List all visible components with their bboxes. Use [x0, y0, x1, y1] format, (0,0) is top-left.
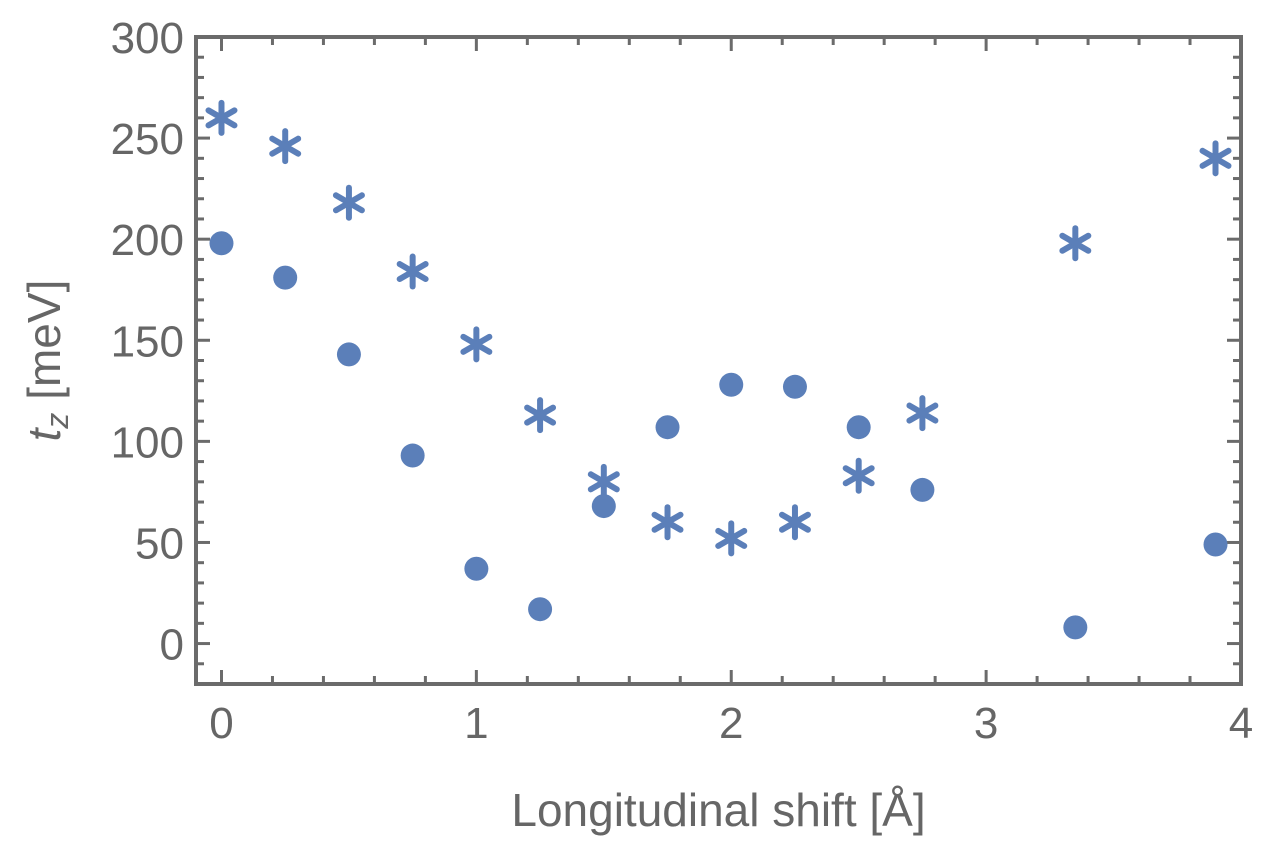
circle-point	[591, 494, 616, 519]
circle-point	[782, 374, 807, 399]
x-tick-labels: 0 1 2 3 4	[209, 699, 1253, 748]
star-point	[651, 504, 684, 541]
plot-frame	[194, 35, 1243, 686]
star-point	[524, 397, 557, 434]
star-point	[396, 253, 429, 290]
y-tick-label: 300	[111, 14, 184, 63]
star-point	[778, 504, 811, 541]
y-axis-label-unit: [meV]	[18, 280, 70, 413]
circle-point	[910, 477, 935, 502]
y-axis-label-sub: z	[39, 413, 75, 430]
circle-point	[528, 597, 553, 622]
circle-point	[209, 231, 234, 256]
star-point	[1059, 225, 1092, 262]
star-point	[1199, 140, 1232, 177]
circle-point	[336, 342, 361, 367]
x-axis-label: Longitudinal shift [Å]	[511, 784, 925, 836]
x-tick-label: 3	[974, 699, 998, 748]
star-point	[906, 395, 939, 432]
circle-point	[1203, 532, 1228, 557]
y-tick-label: 200	[111, 216, 184, 265]
y-tick-label: 0	[160, 621, 184, 670]
x-tick-label: 1	[464, 699, 488, 748]
y-tick-label: 50	[135, 519, 184, 568]
star-point	[460, 326, 493, 363]
x-tick-label: 4	[1229, 699, 1253, 748]
circle-point	[846, 415, 871, 440]
circle-point	[273, 265, 298, 290]
star-point	[205, 99, 238, 136]
data-points	[205, 99, 1232, 640]
circle-point	[400, 443, 425, 468]
star-point	[842, 457, 875, 494]
y-tick-label: 100	[111, 418, 184, 467]
y-tick-label: 250	[111, 115, 184, 164]
y-tick-labels: 0 50 100 150 200 250 300	[111, 14, 184, 670]
x-tick-label: 2	[719, 699, 743, 748]
star-point	[269, 128, 302, 165]
y-axis-label-main: t	[18, 426, 70, 441]
circle-point	[464, 556, 489, 581]
svg-text:tz [meV]: tz [meV]	[18, 280, 75, 442]
star-point	[715, 520, 748, 557]
circle-point	[1063, 615, 1088, 640]
x-tick-label: 0	[209, 699, 233, 748]
y-tick-label: 150	[111, 317, 184, 366]
circle-point	[655, 415, 680, 440]
circle-point	[719, 372, 744, 397]
y-axis-label: tz [meV]	[18, 280, 75, 442]
star-point	[587, 463, 620, 500]
star-point	[332, 184, 365, 221]
